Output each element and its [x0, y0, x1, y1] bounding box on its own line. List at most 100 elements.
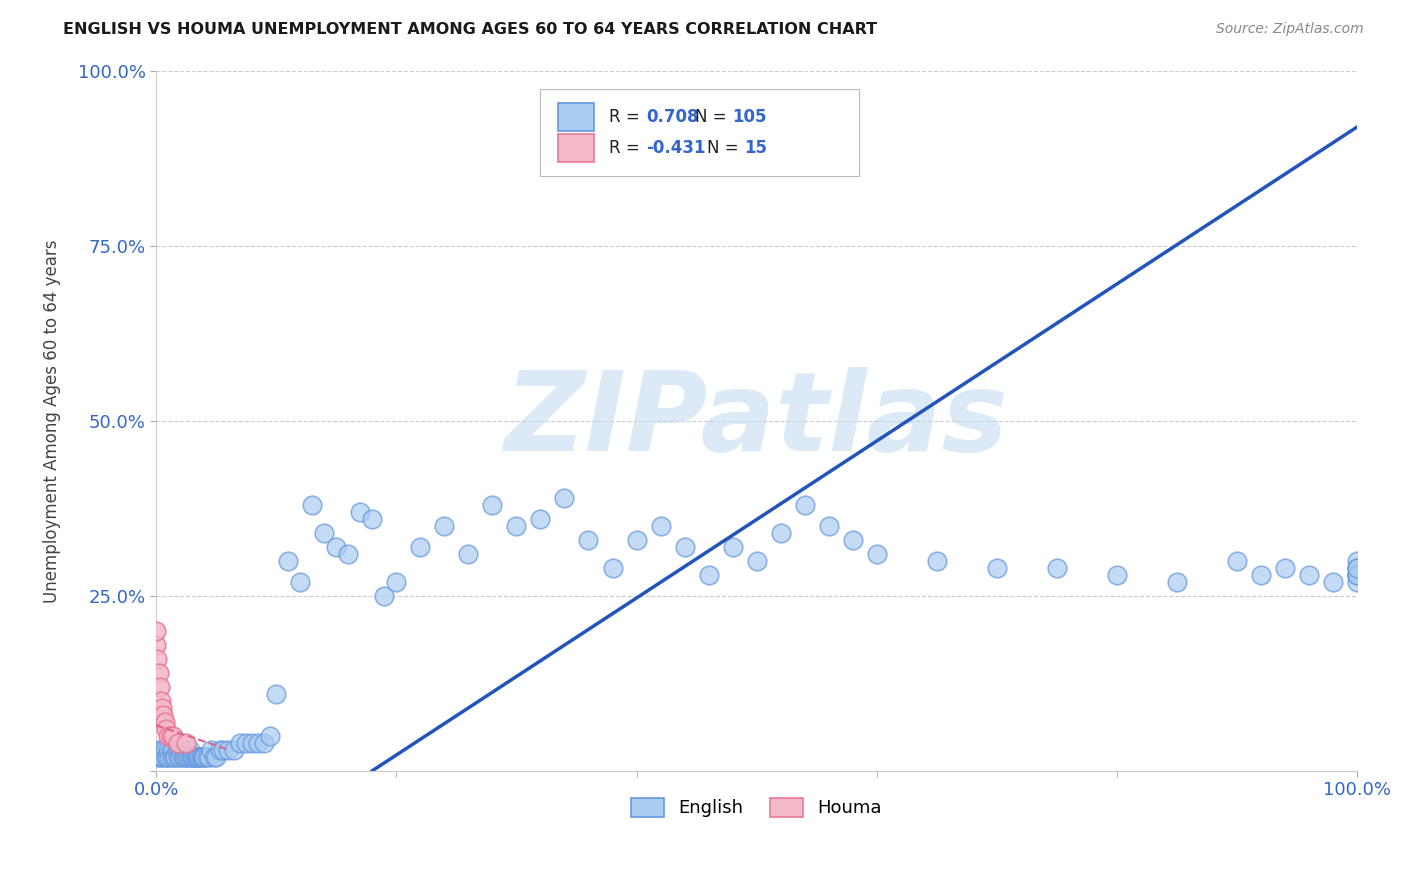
Point: [385, 574, 408, 589]
Point: [153, 742, 176, 756]
Point: [841, 533, 863, 547]
Point: [157, 742, 180, 756]
Point: [247, 736, 270, 750]
Point: [156, 749, 179, 764]
Point: [174, 749, 197, 764]
Point: [149, 749, 172, 764]
Point: [1105, 567, 1128, 582]
Point: [224, 742, 246, 756]
Point: [986, 561, 1008, 575]
Point: [155, 749, 177, 764]
Point: [208, 742, 231, 756]
Point: [373, 589, 395, 603]
Text: 0.708: 0.708: [647, 108, 699, 126]
Bar: [558, 134, 595, 162]
Point: [253, 736, 276, 750]
Text: 15: 15: [745, 139, 768, 157]
Point: [193, 749, 215, 764]
Point: [301, 498, 323, 512]
Point: [180, 749, 202, 764]
Point: [1346, 567, 1368, 582]
Point: [190, 749, 212, 764]
Point: [159, 742, 181, 756]
Point: [163, 749, 186, 764]
Point: [817, 518, 839, 533]
Point: [1250, 567, 1272, 582]
Point: [529, 512, 551, 526]
Point: [925, 554, 948, 568]
Point: [162, 742, 184, 756]
Point: [277, 554, 299, 568]
Point: [457, 547, 479, 561]
Point: [174, 736, 197, 750]
Point: [769, 525, 792, 540]
Text: R =: R =: [609, 108, 645, 126]
Text: Source: ZipAtlas.com: Source: ZipAtlas.com: [1216, 22, 1364, 37]
Point: [1346, 574, 1368, 589]
Point: [1346, 561, 1368, 575]
Point: [626, 533, 648, 547]
Text: 105: 105: [733, 108, 768, 126]
Point: [235, 736, 257, 750]
Point: [162, 729, 184, 743]
Point: [188, 749, 211, 764]
Point: [721, 540, 744, 554]
Point: [191, 749, 214, 764]
Point: [152, 707, 174, 722]
Point: [1226, 554, 1249, 568]
Point: [1346, 567, 1368, 582]
Point: [150, 700, 173, 714]
Point: [578, 533, 600, 547]
Point: [179, 742, 201, 756]
Point: [167, 742, 190, 756]
Point: [793, 498, 815, 512]
Point: [1346, 561, 1368, 575]
Point: [697, 567, 720, 582]
Point: [152, 749, 174, 764]
Bar: [558, 103, 595, 130]
Text: ZIPatlas: ZIPatlas: [505, 368, 1008, 475]
Point: [172, 749, 194, 764]
Point: [166, 736, 188, 750]
Point: [183, 749, 205, 764]
Text: N =: N =: [707, 139, 744, 157]
Point: [149, 680, 172, 694]
Point: [153, 714, 176, 729]
Point: [146, 652, 169, 666]
Text: R =: R =: [609, 139, 645, 157]
Point: [433, 518, 456, 533]
Point: [314, 525, 336, 540]
Point: [187, 749, 209, 764]
Point: [409, 540, 432, 554]
Point: [183, 749, 205, 764]
Point: [150, 742, 173, 756]
Point: [166, 749, 188, 764]
Point: [1322, 574, 1344, 589]
Point: [673, 540, 696, 554]
Point: [745, 554, 768, 568]
Point: [650, 518, 672, 533]
Point: [349, 505, 371, 519]
Point: [177, 749, 200, 764]
Point: [191, 749, 214, 764]
Point: [1346, 567, 1368, 582]
Point: [602, 561, 624, 575]
Point: [166, 742, 188, 756]
Point: [212, 742, 235, 756]
Point: [266, 687, 288, 701]
Point: [259, 729, 281, 743]
Point: [148, 665, 170, 680]
Point: [361, 512, 384, 526]
Point: [229, 736, 252, 750]
Point: [145, 638, 167, 652]
Point: [325, 540, 347, 554]
Point: [200, 742, 222, 756]
Point: [159, 729, 181, 743]
Point: [145, 624, 167, 638]
Y-axis label: Unemployment Among Ages 60 to 64 years: Unemployment Among Ages 60 to 64 years: [44, 239, 60, 603]
Text: ENGLISH VS HOUMA UNEMPLOYMENT AMONG AGES 60 TO 64 YEARS CORRELATION CHART: ENGLISH VS HOUMA UNEMPLOYMENT AMONG AGES…: [63, 22, 877, 37]
Point: [1346, 561, 1368, 575]
Point: [202, 749, 225, 764]
Point: [165, 749, 187, 764]
Point: [150, 749, 173, 764]
